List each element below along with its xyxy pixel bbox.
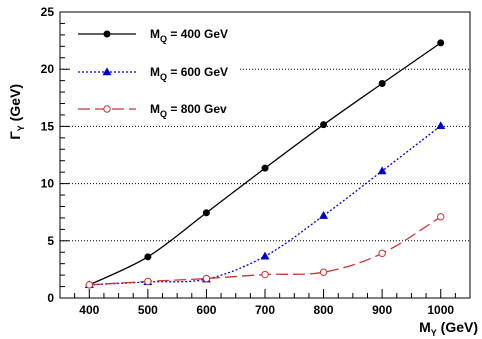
legend-entry: MQ = 600 GeV [78, 65, 228, 82]
data-point [319, 268, 328, 276]
y-tick-label: 25 [41, 5, 55, 19]
legend-marker [103, 30, 111, 38]
legend-label-sub: Q [160, 109, 167, 119]
data-point [320, 121, 328, 129]
legend-label-rest: = 600 GeV [167, 65, 228, 79]
data-point [378, 249, 386, 258]
legend-label-sub: Q [160, 34, 167, 44]
x-tick-label: 700 [255, 303, 275, 317]
y-tick-label: 5 [47, 234, 54, 248]
data-point [202, 274, 211, 283]
legend-marker [103, 105, 111, 113]
data-point [260, 251, 270, 260]
data-point [377, 166, 387, 175]
data-point [436, 121, 446, 130]
y-axis-title: ΓY (GeV) [7, 84, 26, 140]
x-tick-label: 500 [138, 303, 158, 317]
data-point [437, 39, 445, 47]
legend-marker [102, 67, 112, 76]
y-tick-label: 10 [41, 177, 55, 191]
legend-label: MQ = 400 GeV [150, 27, 228, 44]
axes: 400 500 600 700 800 900 1000 0 5 10 15 20 25 [41, 5, 456, 317]
x-axis-title: MY (GeV) [419, 319, 478, 338]
y-tick-label: 20 [41, 62, 55, 76]
legend-label-sub: Q [160, 72, 167, 82]
legend-label-rest: = 400 GeV [167, 27, 228, 41]
x-tick-label: 800 [314, 303, 334, 317]
data-point [261, 270, 269, 279]
data-point [319, 211, 329, 219]
legend-label-main: M [150, 102, 160, 116]
x-tick-label: 900 [372, 303, 392, 317]
series-3 [85, 213, 445, 289]
legend-label: MQ = 600 GeV [150, 65, 228, 82]
data-point [85, 281, 93, 289]
data-point [437, 213, 445, 221]
legend-entry: MQ = 800 Gev [78, 102, 227, 119]
legend-label-main: M [150, 27, 160, 41]
series-line [89, 125, 442, 286]
x-tick-label: 600 [196, 303, 216, 317]
data-point [202, 209, 210, 217]
legend-label-rest: = 800 Gev [167, 102, 227, 116]
series-layer [84, 39, 446, 289]
y-tick-label: 15 [41, 119, 55, 133]
legend-label-main: M [150, 65, 160, 79]
legend-label: MQ = 800 Gev [150, 102, 227, 119]
data-point [378, 80, 386, 87]
grid-lines [60, 68, 470, 242]
x-tick-label: 400 [79, 303, 99, 317]
series-2 [84, 121, 446, 289]
legend-entry: MQ = 400 GeV [78, 27, 228, 44]
x-tick-label: 1000 [427, 303, 454, 317]
data-point [144, 253, 152, 261]
data-point [261, 164, 269, 172]
data-point [144, 277, 152, 286]
y-tick-label: 0 [47, 291, 54, 305]
